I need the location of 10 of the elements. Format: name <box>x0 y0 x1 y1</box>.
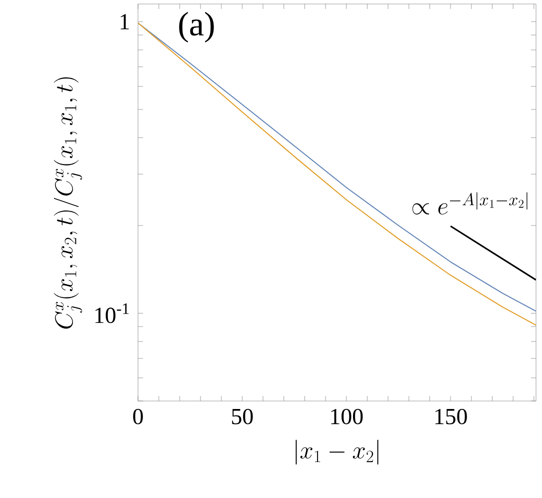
x-tick-label: 50 <box>232 408 253 424</box>
annotation: $\propto e^{-A|x_1-x_2|}$ <box>412 192 528 214</box>
y-tick-label: 10$^{-1}$ <box>95 303 129 324</box>
x-tick-label: 0 <box>133 408 143 424</box>
y-axis-title: $C^x_j(x_1,x_2,t)/C^x_j(x_1,x_1,t)$ <box>54 77 82 329</box>
x-axis-title: $|x_1-x_2|$ <box>296 440 378 465</box>
x-tick-label: 100 <box>331 408 363 424</box>
annotation: (a) <box>179 12 214 43</box>
x-tick-label: 150 <box>435 408 467 424</box>
y-tick-label: 1 <box>120 14 129 30</box>
